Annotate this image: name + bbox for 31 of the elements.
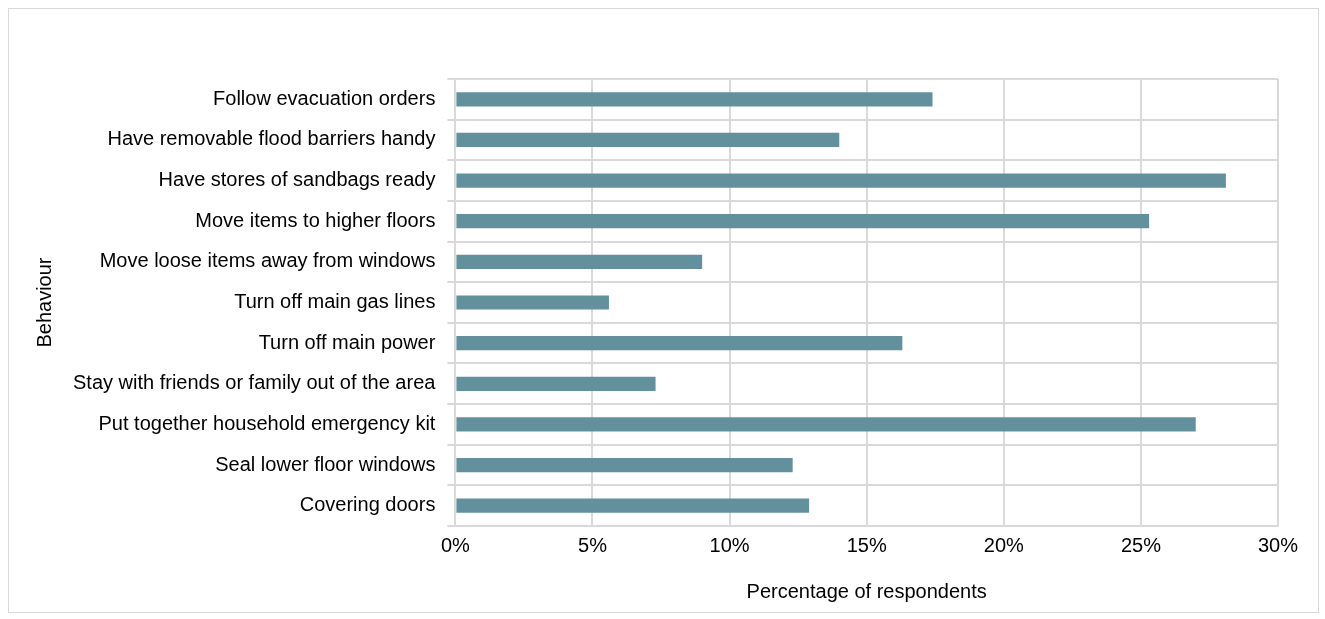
bar	[456, 336, 903, 351]
x-tick-label: 0%	[440, 533, 471, 556]
bar	[456, 132, 840, 148]
bar	[456, 498, 810, 513]
bar	[456, 417, 1196, 432]
y-tick-label: Move items to higher floors	[195, 208, 436, 231]
x-tick-label: 15%	[846, 533, 887, 556]
y-tick-label: Turn off main gas lines	[234, 290, 436, 313]
y-tick-label: Follow evacuation orders	[213, 86, 436, 109]
bar	[456, 214, 1150, 229]
y-tick-label: Seal lower floor windows	[215, 452, 436, 475]
bar	[456, 92, 933, 107]
bar	[456, 376, 656, 391]
y-tick-label: Covering doors	[299, 493, 436, 516]
x-tick-label: 10%	[709, 533, 750, 556]
y-tick-label: Turn off main power	[258, 330, 436, 353]
bar	[456, 295, 609, 310]
y-tick-label: Have stores of sandbags ready	[158, 168, 436, 191]
bar	[456, 457, 793, 473]
y-tick-label: Stay with friends or family out of the area	[72, 371, 437, 394]
x-axis-title: Percentage of respondents	[746, 579, 987, 602]
y-tick-label: Move loose items away from windows	[99, 249, 436, 272]
x-tick-label: 20%	[983, 533, 1025, 556]
bar	[456, 254, 703, 269]
x-tick-label: 30%	[1257, 533, 1299, 556]
y-axis-title: Behaviour	[32, 257, 55, 348]
bar	[456, 173, 1226, 188]
x-tick-label: 25%	[1120, 533, 1162, 556]
y-tick-label: Have removable flood barriers handy	[107, 127, 436, 150]
x-tick-label: 5%	[578, 533, 608, 556]
y-tick-label: Put together household emergency kit	[98, 411, 436, 434]
